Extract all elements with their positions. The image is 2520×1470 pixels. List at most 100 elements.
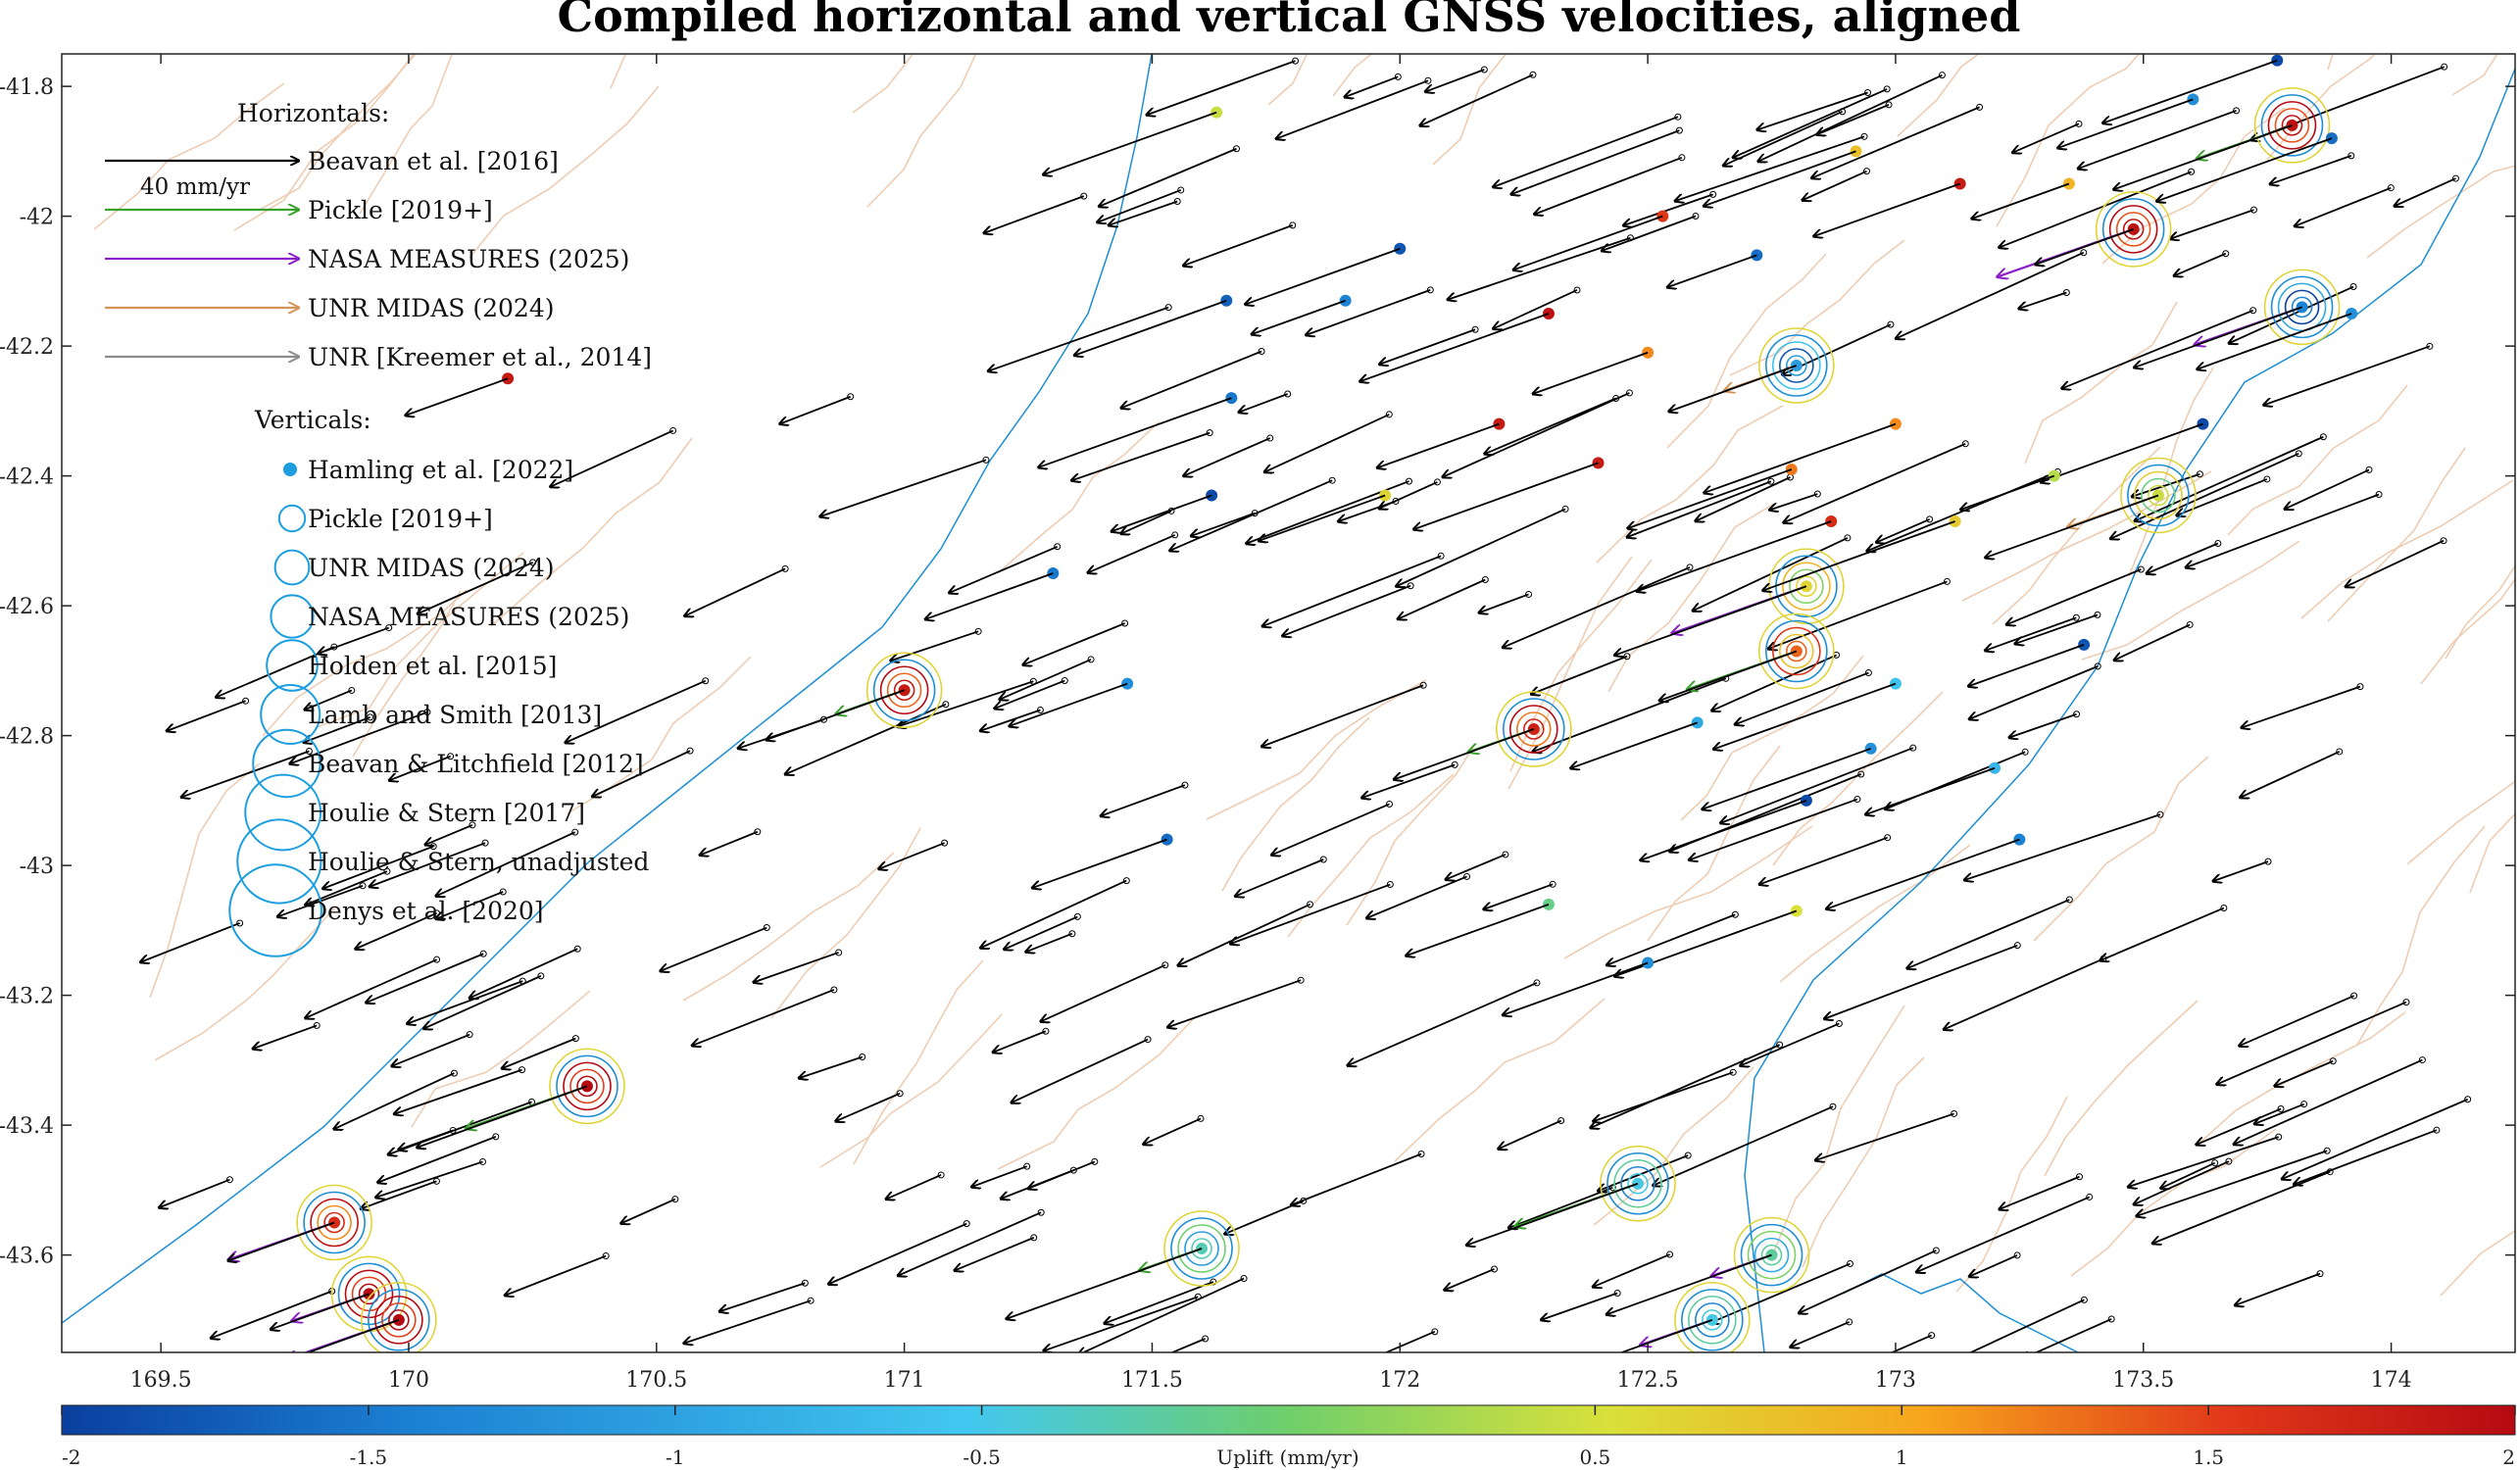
- fault-line: [2070, 1128, 2277, 1277]
- velocity-arrow: [2240, 995, 2354, 1046]
- velocity-arrow: [1721, 747, 1914, 822]
- y-tick-label: -43.6: [0, 1245, 54, 1269]
- station-velocity-arrow: [1044, 111, 1217, 174]
- velocity-arrow: [1044, 1296, 1199, 1350]
- velocity-arrow: [899, 1211, 1042, 1275]
- velocity-arrow: [1607, 913, 1736, 964]
- legend-entry-label: Holden et al. [2015]: [308, 652, 557, 680]
- arrow-origin: [1407, 582, 1414, 590]
- station-velocity-arrow: [767, 689, 905, 739]
- station-ring: [1771, 341, 1821, 390]
- station-ring: [2120, 457, 2197, 534]
- velocity-arrow: [1307, 289, 1431, 335]
- station-velocity-arrow: [1414, 462, 1599, 529]
- station-velocity-arrow: [2114, 124, 2293, 189]
- velocity-arrow: [621, 1198, 676, 1223]
- arrow-origin: [1289, 221, 1297, 229]
- velocity-arrow: [2241, 751, 2341, 798]
- arrow-origin: [2249, 206, 2257, 214]
- velocity-arrow: [1800, 1250, 1937, 1313]
- x-tick-label: 170.5: [625, 1368, 687, 1393]
- fault-line: [2356, 825, 2486, 1046]
- station-ring: [1785, 640, 1807, 662]
- station-ring: [893, 679, 915, 702]
- legend-entry-label: Denys et al. [2020]: [308, 897, 544, 925]
- station-velocity-arrow: [1407, 904, 1550, 956]
- velocity-arrow: [408, 980, 523, 1023]
- arrow-origin: [359, 882, 367, 890]
- velocity-arrow: [378, 1136, 497, 1183]
- legend-ring: [244, 773, 322, 852]
- velocity-arrow: [1816, 1112, 1954, 1159]
- arrow-origin: [1173, 198, 1181, 206]
- station-velocity-arrow: [1395, 728, 1535, 779]
- velocity-arrow: [2148, 542, 2219, 573]
- x-tick-label: 172.5: [1617, 1368, 1679, 1393]
- station-velocity-arrow: [1669, 365, 1798, 412]
- velocity-arrow: [1426, 69, 1485, 91]
- fault-line: [2081, 540, 2300, 661]
- arrow-origin: [963, 1220, 970, 1228]
- arrow-origin: [974, 627, 982, 635]
- velocity-arrow: [1594, 1253, 1670, 1287]
- velocity-arrow: [2255, 1102, 2304, 1124]
- arrow-origin: [537, 972, 545, 980]
- station-ring: [303, 1191, 366, 1254]
- velocity-arrow: [1148, 60, 1296, 115]
- velocity-arrow: [1079, 1277, 1245, 1352]
- arrow-origin: [1666, 1250, 1674, 1258]
- arrow-origin: [859, 1053, 866, 1060]
- arrow-origin: [1122, 877, 1130, 885]
- arrow-origin: [847, 393, 855, 401]
- arrow-origin: [2426, 342, 2434, 350]
- station-velocity-arrow: [1615, 909, 1798, 977]
- arrow-origin: [2086, 1193, 2094, 1200]
- station-ring: [1695, 1302, 1730, 1338]
- arrow-origin: [1608, 1184, 1616, 1192]
- fault-line: [2469, 812, 2515, 894]
- fault-line: [2451, 54, 2498, 96]
- arrow-origin: [1776, 1041, 1784, 1049]
- velocity-arrow: [2000, 171, 2192, 247]
- velocity-arrow: [1542, 1292, 1618, 1320]
- velocity-arrow: [2177, 478, 2268, 515]
- station-velocity-arrow: [1246, 247, 1401, 305]
- arrow-origin: [1433, 478, 1441, 486]
- velocity-arrow: [182, 750, 310, 797]
- velocity-arrow: [1654, 1105, 1834, 1185]
- arrow-origin: [1240, 1275, 1248, 1283]
- fault-line: [2366, 165, 2515, 259]
- station-ring: [1740, 1223, 1804, 1287]
- velocity-arrow: [1420, 74, 1534, 125]
- x-tick-label: 174: [2371, 1368, 2412, 1393]
- arrow-origin: [1863, 168, 1871, 175]
- arrow-origin: [571, 1035, 579, 1043]
- station-velocity-arrow: [1010, 682, 1128, 726]
- y-tick-label: -42.6: [0, 595, 54, 619]
- velocity-arrow: [1484, 883, 1554, 908]
- velocity-arrow: [1277, 79, 1429, 138]
- arrow-origin: [1846, 1260, 1853, 1268]
- arrow-origin: [2323, 1147, 2331, 1154]
- arrow-origin: [1471, 325, 1479, 333]
- velocity-arrow: [1494, 289, 1578, 328]
- arrow-origin: [830, 986, 838, 994]
- fault-line: [682, 852, 895, 1002]
- station-ring: [323, 1211, 345, 1234]
- arrow-origin: [1054, 543, 1062, 551]
- velocity-arrow: [2129, 1136, 2280, 1187]
- velocity-arrow: [800, 1055, 864, 1077]
- station-ring: [1757, 327, 1835, 404]
- legend: Horizontals: 40 mm/yr Beavan et al. [201…: [105, 99, 652, 957]
- velocity-arrow: [1724, 111, 1844, 166]
- velocity-arrow: [290, 710, 428, 763]
- arrow-origin: [1437, 552, 1445, 560]
- velocity-arrow: [1804, 170, 1867, 200]
- velocity-arrow: [2062, 309, 2254, 388]
- velocity-arrow: [1769, 580, 1948, 648]
- west-coastline: [62, 54, 1153, 1324]
- arrow-origin: [2440, 537, 2447, 545]
- velocity-arrow: [972, 1165, 1028, 1187]
- arrow-origin: [2080, 1296, 2088, 1303]
